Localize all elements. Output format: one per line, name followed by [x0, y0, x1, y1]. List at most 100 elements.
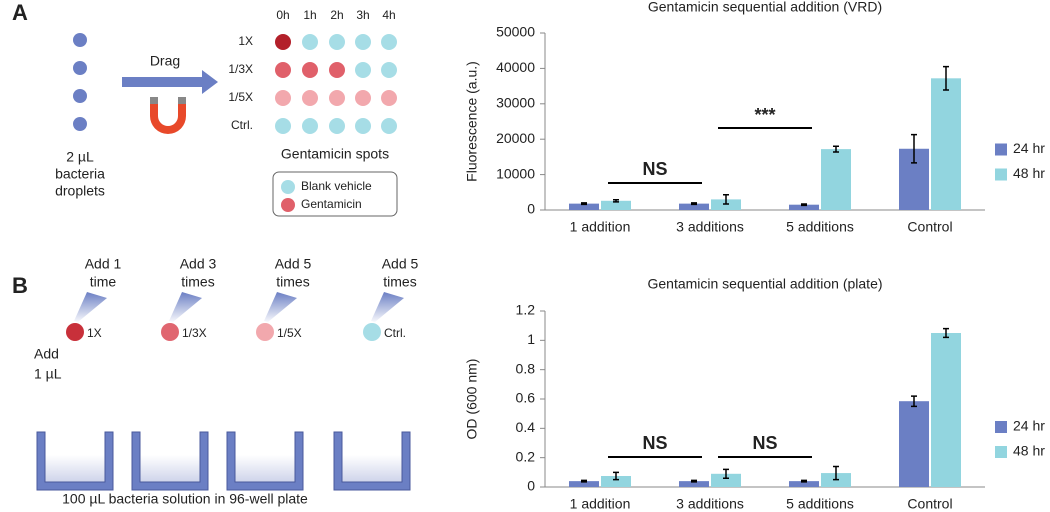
- chart-title: Gentamicin sequential addition (plate): [647, 276, 882, 292]
- x-tick-label: 1 addition: [570, 496, 631, 512]
- y-tick-label: 30000: [496, 95, 535, 111]
- bar: [899, 401, 929, 487]
- bar: [679, 203, 709, 210]
- x-tick-label: 3 additions: [676, 219, 744, 235]
- drop: [363, 323, 381, 341]
- y-tick-label: 0: [527, 478, 535, 494]
- error-bar: [723, 194, 729, 205]
- error-bar: [613, 471, 619, 481]
- time-label: 2h: [330, 8, 343, 22]
- drop: [66, 323, 84, 341]
- time-label: 3h: [356, 8, 369, 22]
- time-label: 1h: [303, 8, 316, 22]
- legend-label: Gentamicin: [301, 197, 362, 211]
- pipette-label: Add 3: [180, 256, 217, 272]
- y-tick-label: 20000: [496, 130, 535, 146]
- x-tick-label: Control: [907, 496, 952, 512]
- drop: [161, 323, 179, 341]
- spot: [381, 90, 397, 106]
- error-bar: [613, 198, 619, 203]
- spot: [275, 118, 291, 134]
- x-tick-label: 5 additions: [786, 496, 854, 512]
- bar: [601, 200, 631, 210]
- error-bar: [943, 65, 949, 91]
- legend-swatch: [281, 180, 295, 194]
- drop: [256, 323, 274, 341]
- panel-letter: A: [12, 0, 28, 25]
- y-tick-label: 0.2: [516, 448, 536, 464]
- y-tick-label: 50000: [496, 24, 535, 40]
- droplet-label: droplets: [55, 183, 105, 199]
- significance-label: NS: [642, 159, 667, 179]
- significance-label: NS: [642, 433, 667, 453]
- significance-label: ***: [754, 105, 775, 125]
- y-axis-label: Fluorescence (a.u.): [464, 61, 480, 182]
- pipette-tip: [371, 292, 404, 322]
- spot: [381, 118, 397, 134]
- arrow: [122, 70, 218, 94]
- arrow-label: Drag: [150, 53, 180, 69]
- pipette-label: Add 1: [85, 256, 122, 272]
- time-label: 0h: [276, 8, 289, 22]
- bar: [821, 149, 851, 210]
- spot: [381, 62, 397, 78]
- legend-swatch: [995, 168, 1007, 181]
- well: [36, 431, 114, 491]
- bar: [931, 333, 961, 487]
- spot: [381, 34, 397, 50]
- spot: [329, 34, 345, 50]
- error-bar: [801, 479, 807, 483]
- droplet-label: bacteria: [55, 166, 105, 182]
- bar: [789, 481, 819, 487]
- error-bar: [833, 465, 839, 481]
- spot: [302, 118, 318, 134]
- legend-label: 24 hr: [1013, 418, 1045, 434]
- error-bar: [581, 202, 587, 206]
- legend-label: Blank vehicle: [301, 179, 372, 193]
- well-liquid: [44, 455, 106, 485]
- x-tick-label: 5 additions: [786, 219, 854, 235]
- row-label: Ctrl.: [231, 118, 253, 132]
- y-tick-label: 10000: [496, 165, 535, 181]
- row-label: 1/3X: [228, 62, 253, 76]
- well-label: 1X: [87, 326, 102, 340]
- well-label: 1/5X: [277, 326, 302, 340]
- pipette-label: times: [181, 274, 214, 290]
- well: [333, 431, 411, 491]
- pipette-tip: [264, 292, 297, 322]
- wells: Add 1 time 1X Add 3 times 1/3X Add 5 times 1/5X A…: [36, 256, 419, 491]
- pipette-label: times: [383, 274, 416, 290]
- spot: [302, 90, 318, 106]
- spot: [355, 90, 371, 106]
- bar: [601, 476, 631, 487]
- volume-label: Add: [34, 346, 59, 362]
- well-label: 1/3X: [182, 326, 207, 340]
- panel-letter: B: [12, 273, 28, 298]
- droplet-label: 2 µL: [66, 149, 94, 165]
- legend-label: 48 hr: [1013, 443, 1045, 459]
- pipette-label: time: [90, 274, 117, 290]
- spot: [275, 62, 291, 78]
- grid-caption: Gentamicin spots: [281, 146, 389, 162]
- legend-swatch: [995, 143, 1007, 156]
- error-bar: [911, 395, 917, 408]
- caption: 100 µL bacteria solution in 96-well plat…: [62, 491, 308, 507]
- legend-swatch: [281, 198, 295, 212]
- bar: [789, 204, 819, 210]
- well: [131, 431, 209, 491]
- spot: [355, 62, 371, 78]
- spot: [329, 62, 345, 78]
- spot: [302, 34, 318, 50]
- spot: [355, 118, 371, 134]
- y-tick-label: 0.6: [516, 390, 536, 406]
- legend-swatch: [995, 421, 1007, 433]
- y-tick-label: 1: [527, 331, 535, 347]
- pipette-label: Add 5: [382, 256, 419, 272]
- time-label: 4h: [382, 8, 395, 22]
- y-tick-label: 0.4: [516, 419, 536, 435]
- y-axis-label: OD (600 nm): [464, 359, 480, 440]
- error-bar: [691, 202, 697, 206]
- error-bar: [943, 327, 949, 339]
- x-tick-label: 3 additions: [676, 496, 744, 512]
- pipette-tip: [169, 292, 202, 322]
